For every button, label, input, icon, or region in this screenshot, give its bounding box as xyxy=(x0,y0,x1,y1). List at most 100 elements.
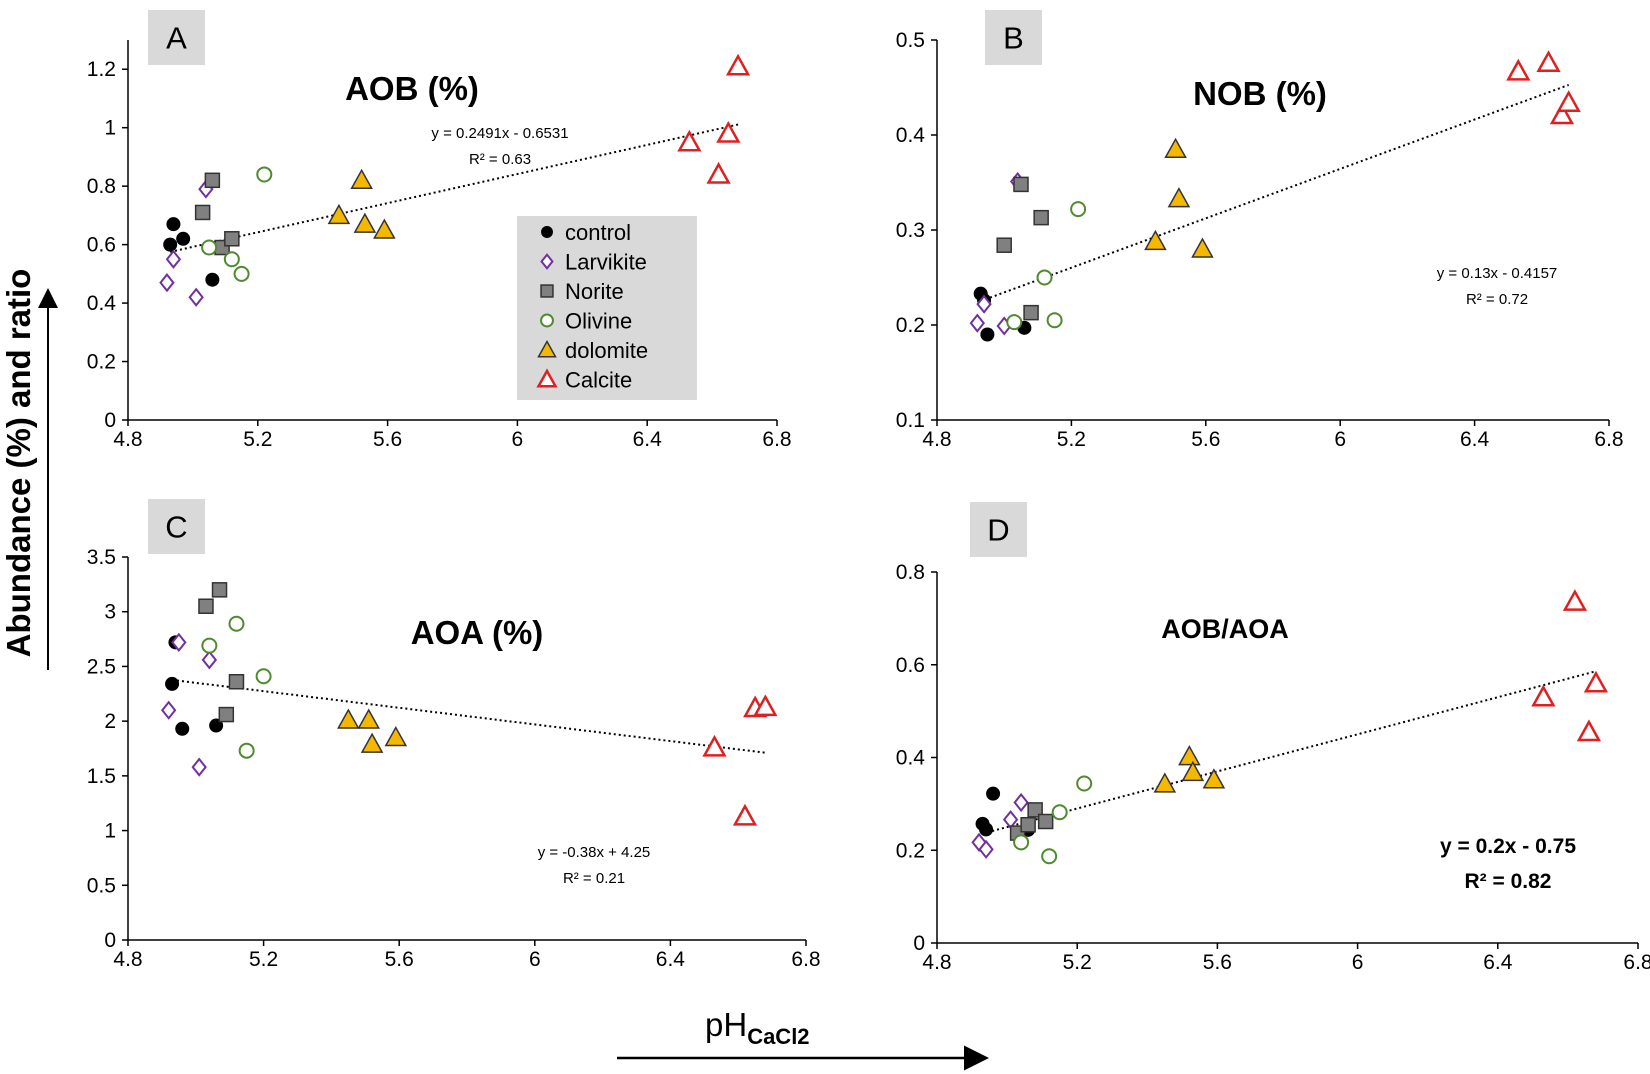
series-olivine xyxy=(1006,201,1087,331)
data-point xyxy=(1164,137,1187,158)
x-tick-label: 6.8 xyxy=(1623,951,1650,974)
data-point xyxy=(1037,813,1054,830)
data-point xyxy=(255,668,272,685)
data-point xyxy=(198,598,214,614)
series-dolomite xyxy=(337,708,408,753)
series-dolomite xyxy=(1144,137,1214,258)
data-point xyxy=(171,632,187,652)
chart-title: AOB/AOA xyxy=(1161,614,1289,644)
x-tick-label: 5.6 xyxy=(373,428,402,451)
data-point xyxy=(732,803,758,826)
data-point xyxy=(1076,775,1093,792)
trend-r2: R² = 0.72 xyxy=(1466,291,1528,308)
series-dolomite xyxy=(327,168,396,239)
data-point xyxy=(1070,201,1087,218)
series-calcite xyxy=(702,694,778,826)
data-point xyxy=(194,204,211,221)
series-olivine xyxy=(1013,775,1093,865)
panel-label-box xyxy=(148,499,205,554)
y-tick-label: 0.1 xyxy=(896,409,925,432)
x-tick-label: 6.4 xyxy=(1483,951,1513,974)
x-axis-label: pHCaCl2 xyxy=(705,1006,810,1049)
y-tick-label: 0.3 xyxy=(896,219,925,242)
data-point xyxy=(716,120,741,143)
legend-marker xyxy=(540,313,554,328)
x-tick-label: 6 xyxy=(512,428,524,451)
data-point xyxy=(1167,187,1191,208)
legend-marker xyxy=(537,339,557,358)
y-tick-label: 1.2 xyxy=(87,58,116,81)
y-axis-label-group: Abundance (%) and ratio xyxy=(0,269,58,670)
legend: control Larvikite Norite Olivine dolomite Cal… xyxy=(517,216,697,400)
y-tick-label: 0.2 xyxy=(896,314,925,337)
data-point xyxy=(201,239,218,256)
chart-title: AOA (%) xyxy=(411,614,544,651)
y-axis-label: Abundance (%) and ratio xyxy=(0,269,37,658)
panel-label: A xyxy=(148,10,205,65)
data-point xyxy=(201,650,218,670)
x-tick-label: 4.8 xyxy=(113,948,142,971)
series-larvikite xyxy=(160,632,218,777)
data-point xyxy=(1531,684,1556,707)
data-point xyxy=(706,161,731,184)
data-point xyxy=(327,203,351,225)
series-norite xyxy=(198,582,245,723)
trend-equation: y = -0.38x + 4.25 xyxy=(538,844,651,861)
y-tick-label: 3.5 xyxy=(87,546,116,569)
x-tick-label: 6.4 xyxy=(1460,428,1490,451)
data-point xyxy=(357,708,380,729)
data-point xyxy=(1144,229,1167,251)
legend-label: control xyxy=(565,220,631,245)
legend-label: Olivine xyxy=(565,309,632,334)
data-point xyxy=(176,231,191,246)
data-point xyxy=(218,706,235,723)
data-point xyxy=(238,742,255,759)
data-point xyxy=(1178,745,1201,766)
data-point xyxy=(1002,810,1019,830)
data-point xyxy=(201,637,218,654)
legend-marker xyxy=(540,253,554,270)
data-point xyxy=(228,673,245,690)
data-point xyxy=(1013,834,1030,851)
data-point xyxy=(175,721,190,736)
chart-title: AOB (%) xyxy=(345,70,479,107)
trend-equation: y = 0.2x - 0.75 xyxy=(1440,835,1576,858)
y-tick-label: 0.6 xyxy=(87,234,116,257)
data-point xyxy=(979,822,994,837)
data-point xyxy=(1556,90,1581,112)
data-point xyxy=(353,212,377,233)
x-tick-label: 6.8 xyxy=(1594,428,1623,451)
trendline xyxy=(171,678,766,754)
panel-B: B 0.1 0.2 0.3 0.4 0.5 4.8 5.2 5.6 6 6.4 6.8 NOB (%) y… xyxy=(896,10,1624,451)
data-point xyxy=(986,786,1001,801)
series-control xyxy=(163,217,220,287)
data-point xyxy=(204,172,221,189)
data-point xyxy=(159,273,175,293)
data-point xyxy=(1181,760,1205,782)
legend-label: Calcite xyxy=(565,368,632,393)
x-tick-label: 6.8 xyxy=(762,428,791,451)
y-tick-label: 0.2 xyxy=(87,351,116,374)
panels: A 0 0.2 0.4 0.6 0.8 1 1.2 4.8 5.2 5.6 6 6.4 6.8 AOB (%… xyxy=(87,10,1650,974)
y-tick-label: 0.2 xyxy=(896,839,925,862)
data-point xyxy=(1020,816,1036,833)
data-point xyxy=(1033,209,1049,226)
y-tick-label: 0 xyxy=(104,409,116,432)
data-point xyxy=(1576,719,1602,742)
panel-C: C 0 0.5 1 1.5 2 2.5 3 3.5 4.8 5.2 5.6 6 6.4 6.8 AOA (%)… xyxy=(87,499,821,971)
data-point xyxy=(1023,304,1039,321)
data-point xyxy=(753,694,778,717)
x-tick-label: 6 xyxy=(1352,951,1364,974)
x-tick-label: 4.8 xyxy=(113,428,142,451)
series-larvikite xyxy=(971,792,1029,859)
series-norite xyxy=(1009,802,1054,841)
y-tick-label: 0.4 xyxy=(896,747,926,770)
legend-label: Norite xyxy=(565,279,624,304)
trend-r2: R² = 0.82 xyxy=(1465,870,1552,893)
y-tick-label: 1 xyxy=(104,117,116,140)
y-tick-label: 0.8 xyxy=(87,175,116,198)
y-tick-label: 1.5 xyxy=(87,765,116,788)
data-point xyxy=(1041,848,1058,865)
x-tick-label: 6.4 xyxy=(656,948,686,971)
